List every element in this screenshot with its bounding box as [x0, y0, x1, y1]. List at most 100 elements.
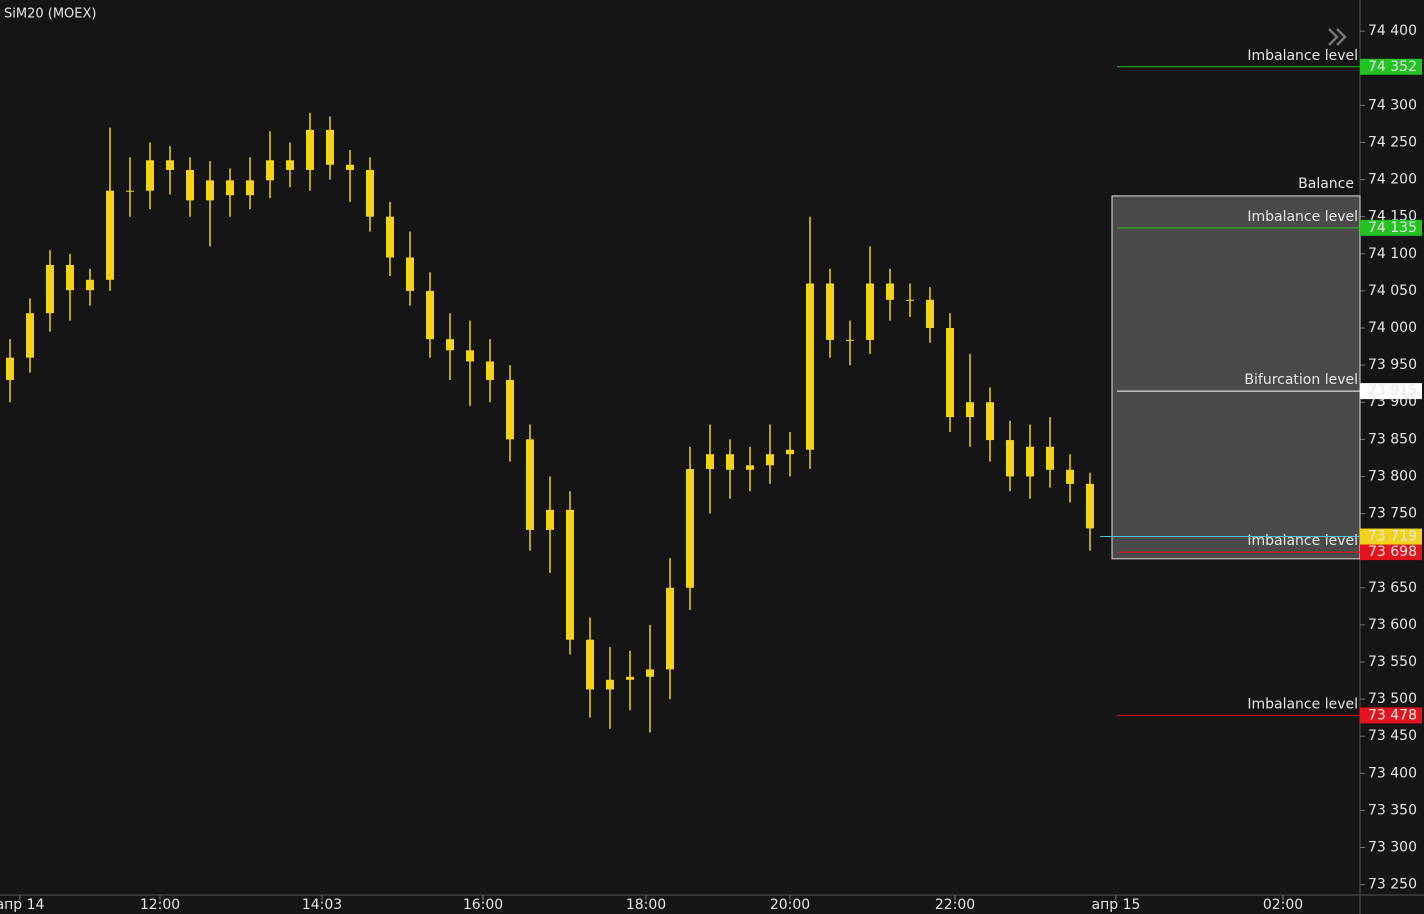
candle-body — [166, 160, 174, 170]
candle-body — [106, 190, 114, 280]
y-tick-label: 73 800 — [1368, 468, 1417, 484]
y-tick-label: 74 000 — [1368, 320, 1417, 336]
candle-body — [666, 587, 674, 670]
candle-body — [286, 160, 294, 170]
last-price-tag — [1360, 528, 1422, 545]
y-tick-label: 73 550 — [1368, 654, 1417, 670]
candle-body — [86, 279, 94, 291]
level-label: Imbalance level — [1247, 696, 1358, 712]
x-tick-label: апр 15 — [1092, 897, 1141, 913]
level-label: Imbalance level — [1247, 209, 1358, 225]
candle-body — [46, 264, 54, 314]
x-tick-label: апр 14 — [0, 897, 45, 913]
candle-body — [386, 216, 394, 258]
candle-body — [326, 129, 334, 165]
x-tick-label: 16:00 — [463, 897, 503, 913]
last-price-label: 73 719 — [1368, 529, 1417, 545]
candle-body — [226, 180, 234, 196]
candle-body — [1046, 446, 1054, 470]
candle-body — [586, 639, 594, 690]
candle-body — [1026, 446, 1034, 477]
candle-body — [246, 180, 254, 196]
candle-body — [706, 454, 714, 470]
candle-body — [446, 339, 454, 351]
y-tick-label: 73 850 — [1368, 431, 1417, 447]
level-tag-label: 73 478 — [1368, 707, 1417, 723]
x-tick-label: 22:00 — [935, 897, 975, 913]
candle-body — [6, 357, 14, 380]
candle-body — [306, 129, 314, 170]
level-tag-label: 73 698 — [1368, 544, 1417, 560]
candle-body — [346, 164, 354, 170]
candle-body — [366, 169, 374, 217]
candle-body — [886, 283, 894, 300]
candle-body — [726, 454, 734, 470]
candle-body — [546, 509, 554, 530]
y-tick-label: 74 200 — [1368, 172, 1417, 188]
level-tag-label: 73 915 — [1368, 383, 1417, 399]
balance-box — [1111, 195, 1361, 560]
balance-label: Balance — [1298, 176, 1354, 192]
candle-body — [786, 449, 794, 455]
candle-body — [486, 361, 494, 380]
candle-body — [866, 283, 874, 340]
level-tag — [1360, 707, 1422, 724]
y-tick-label: 73 600 — [1368, 617, 1417, 633]
candle-body — [986, 402, 994, 441]
candle-body — [186, 169, 194, 201]
x-tick-label: 12:00 — [140, 897, 180, 913]
candle-body — [746, 465, 754, 470]
candle-body — [826, 283, 834, 340]
candle-body — [606, 679, 614, 690]
candle-body — [646, 669, 654, 677]
y-tick-label: 73 400 — [1368, 765, 1417, 781]
candle-body — [266, 160, 274, 181]
collapse-button[interactable] — [1328, 28, 1347, 46]
y-tick-label: 74 100 — [1368, 246, 1417, 262]
candle-body — [626, 676, 634, 680]
candle-body — [946, 328, 954, 418]
y-tick-label: 73 250 — [1368, 877, 1417, 893]
candle-body — [206, 180, 214, 201]
level-label: Bifurcation level — [1244, 372, 1358, 388]
y-tick-label: 73 950 — [1368, 357, 1417, 373]
y-tick-label: 73 500 — [1368, 691, 1417, 707]
y-tick-label: 74 400 — [1368, 23, 1417, 39]
y-tick-label: 73 450 — [1368, 728, 1417, 744]
candle-body — [806, 283, 814, 450]
candle-body — [26, 313, 34, 358]
candle-body — [1086, 483, 1094, 529]
y-tick-label: 74 300 — [1368, 97, 1417, 113]
candle-body — [426, 290, 434, 340]
x-tick-label: 02:00 — [1263, 897, 1303, 913]
y-tick-label: 73 350 — [1368, 802, 1417, 818]
level-tag — [1360, 219, 1422, 236]
candle-body — [406, 257, 414, 291]
y-tick-label: 73 650 — [1368, 580, 1417, 596]
y-tick-label: 73 750 — [1368, 506, 1417, 522]
x-tick-label: 14:03 — [302, 897, 342, 913]
candle-body — [526, 439, 534, 530]
candle-body — [846, 339, 854, 341]
candle-body — [66, 264, 74, 291]
candle-body — [906, 299, 914, 301]
level-tag — [1360, 544, 1422, 561]
candle-body — [1006, 440, 1014, 477]
y-tick-label: 74 050 — [1368, 283, 1417, 299]
candle-body — [146, 160, 154, 191]
candle-body — [966, 402, 974, 418]
candle-body — [126, 190, 134, 192]
candle-body — [926, 299, 934, 329]
chart-title: SiM20 (MOEX) — [4, 7, 96, 22]
y-tick-label: 74 250 — [1368, 134, 1417, 150]
level-label: Imbalance level — [1247, 48, 1358, 64]
x-tick-label: 18:00 — [626, 897, 666, 913]
level-tag-label: 74 135 — [1368, 220, 1417, 236]
level-tag — [1360, 58, 1422, 75]
level-tag — [1360, 383, 1422, 400]
level-tag-label: 74 352 — [1368, 59, 1417, 75]
candle-body — [766, 454, 774, 466]
candle-body — [566, 509, 574, 640]
